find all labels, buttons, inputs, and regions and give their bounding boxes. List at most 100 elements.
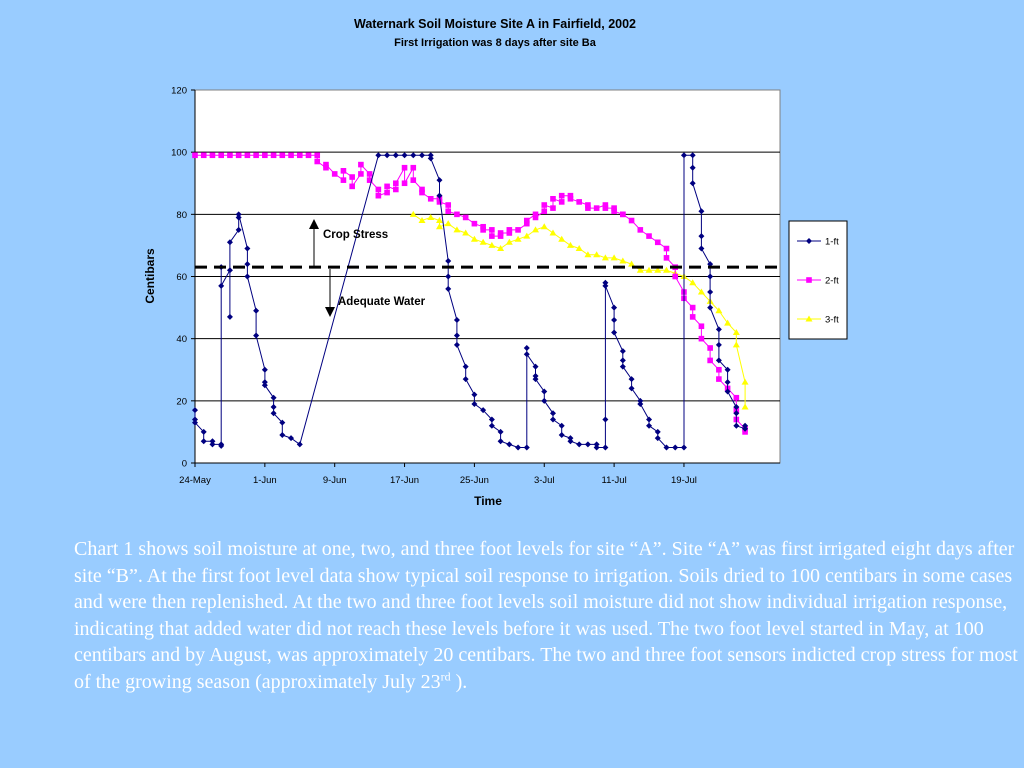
data-point <box>741 378 749 385</box>
data-point <box>435 217 443 224</box>
data-point <box>549 229 557 236</box>
data-point <box>611 329 618 336</box>
data-point <box>637 227 644 233</box>
data-point <box>375 152 382 159</box>
data-point <box>453 226 461 233</box>
data-point <box>593 205 600 211</box>
data-point <box>384 152 391 159</box>
data-point <box>637 397 644 404</box>
data-point <box>611 317 618 324</box>
data-point <box>566 241 574 248</box>
data-point <box>549 416 556 423</box>
data-point <box>462 214 469 221</box>
data-point <box>698 233 705 240</box>
data-point <box>680 444 687 451</box>
y-tick-label: 60 <box>176 272 187 283</box>
data-point <box>541 388 548 395</box>
data-point <box>497 233 504 239</box>
x-tick-label: 17-Jun <box>390 475 419 486</box>
data-point <box>488 416 495 423</box>
data-point <box>742 422 749 429</box>
data-point <box>724 319 732 326</box>
data-point <box>698 323 705 330</box>
data-point <box>628 260 636 267</box>
data-point <box>611 208 617 215</box>
data-point <box>601 254 609 261</box>
data-point <box>697 288 705 295</box>
y-tick-label: 120 <box>171 86 187 97</box>
data-point <box>523 232 531 239</box>
data-point <box>427 213 435 220</box>
data-point <box>489 233 495 239</box>
data-point <box>410 152 417 159</box>
data-point <box>585 205 591 211</box>
data-point <box>514 235 522 242</box>
data-point <box>715 357 722 364</box>
data-point <box>558 422 565 429</box>
data-point <box>488 241 496 248</box>
data-point <box>646 416 653 423</box>
data-point <box>392 152 399 159</box>
data-point <box>323 164 329 171</box>
data-point <box>532 214 539 221</box>
data-point <box>401 164 408 171</box>
data-point <box>270 394 277 401</box>
data-point <box>200 428 207 435</box>
data-point <box>707 289 714 296</box>
data-point <box>646 233 652 239</box>
caption-tail: ). <box>450 670 468 693</box>
data-point <box>584 441 591 448</box>
data-point <box>550 205 556 211</box>
data-point <box>192 152 198 159</box>
data-point <box>689 279 697 286</box>
legend-marker <box>805 315 813 322</box>
data-point <box>279 152 286 159</box>
data-point <box>296 152 303 159</box>
data-point <box>200 438 207 445</box>
data-point <box>602 282 609 289</box>
data-point <box>662 266 670 273</box>
data-point <box>610 254 618 261</box>
x-tick-label: 11-Jul <box>602 475 627 486</box>
chart-subtitle: First Irrigation was 8 days after site B… <box>394 37 597 49</box>
data-point <box>715 341 722 348</box>
data-point <box>226 239 233 246</box>
data-point <box>523 220 530 227</box>
data-point <box>244 273 251 280</box>
data-point <box>270 152 277 159</box>
data-point <box>742 425 749 432</box>
data-point <box>567 435 574 442</box>
series-1-ft <box>192 152 749 451</box>
data-point <box>279 419 286 426</box>
data-point <box>497 438 504 445</box>
data-point <box>479 238 487 245</box>
y-tick-label: 100 <box>171 148 187 159</box>
data-point <box>444 220 452 227</box>
data-point <box>689 152 696 159</box>
data-point <box>235 214 242 221</box>
data-point <box>409 210 417 217</box>
data-point <box>349 174 355 180</box>
data-point <box>270 410 277 417</box>
data-point <box>480 227 486 233</box>
data-point <box>261 366 268 373</box>
data-point <box>707 345 713 351</box>
data-point <box>340 168 347 174</box>
data-point <box>654 239 661 246</box>
data-point <box>244 261 251 268</box>
data-point <box>532 363 539 370</box>
data-point <box>358 161 364 168</box>
y-axis-label: Centibars <box>143 248 157 304</box>
data-point <box>401 152 408 159</box>
legend-entry-3-ft: 3-ft <box>797 315 839 326</box>
data-point <box>715 307 723 314</box>
data-point <box>550 195 556 202</box>
data-point <box>611 205 617 211</box>
data-point <box>506 441 513 448</box>
data-point <box>707 261 714 268</box>
data-point <box>558 192 565 199</box>
data-point <box>575 245 583 252</box>
data-point <box>384 183 390 190</box>
caption-text: Chart 1 shows soil moisture at one, two,… <box>74 538 1018 693</box>
data-point <box>724 379 731 386</box>
